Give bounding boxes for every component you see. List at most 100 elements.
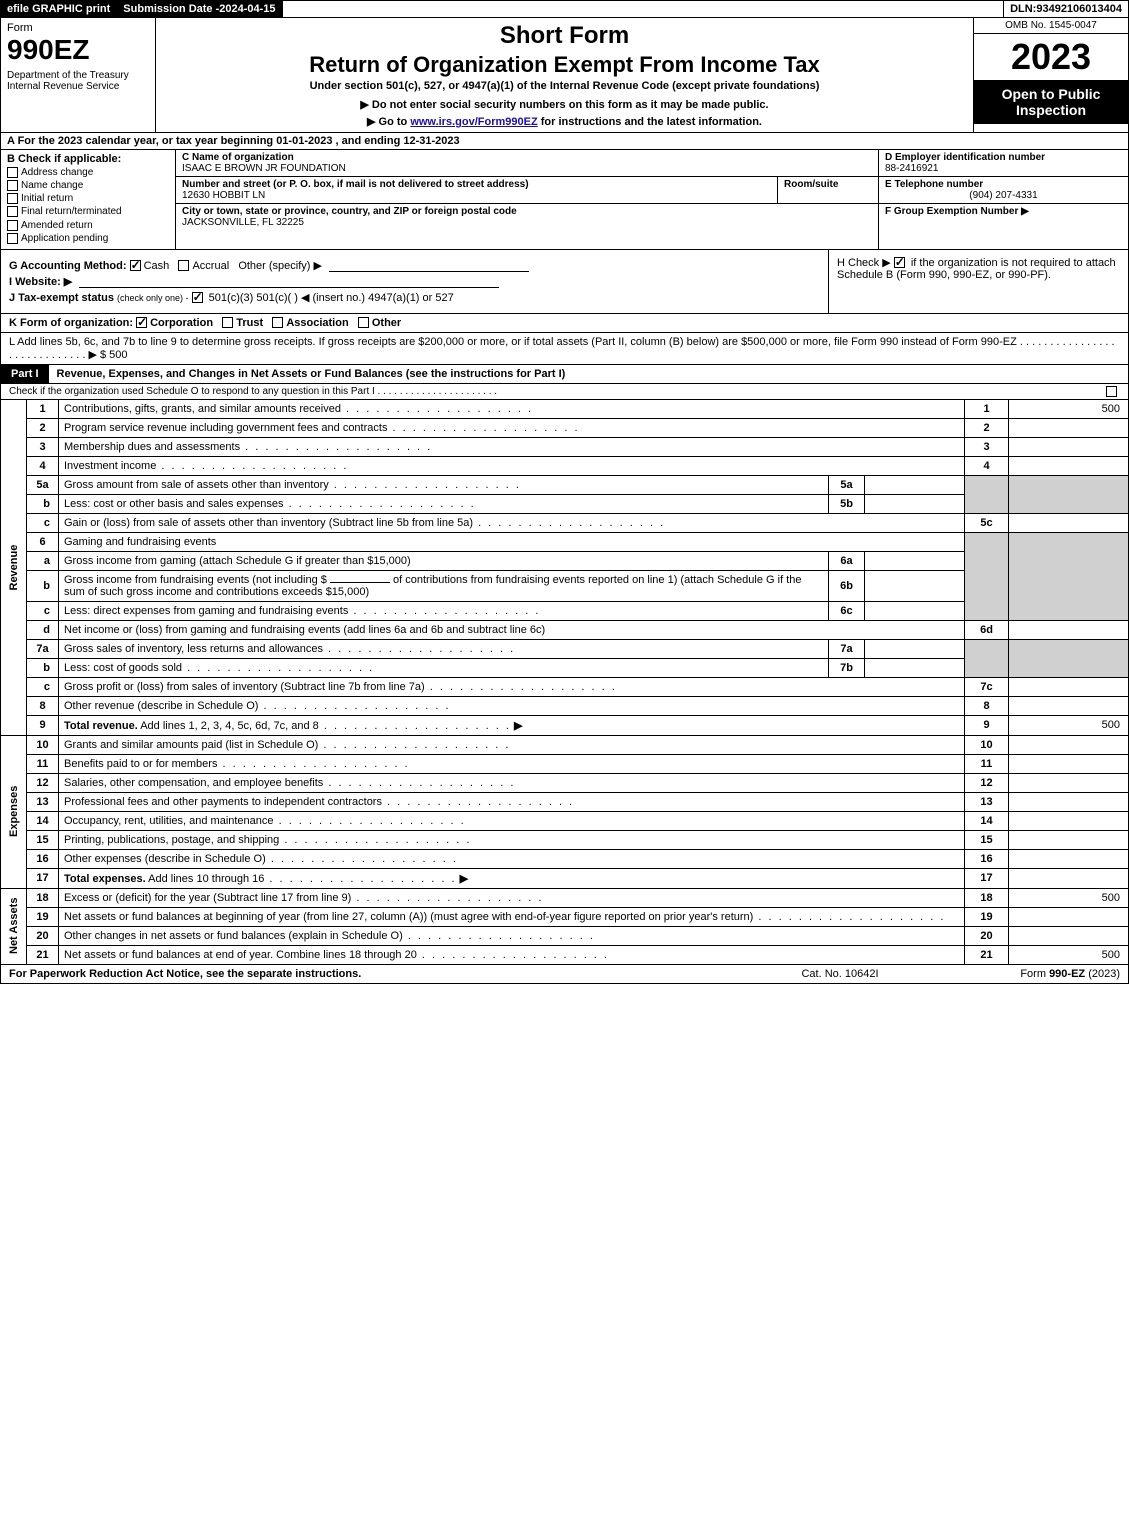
r13-rval (1009, 792, 1129, 811)
group-exemption-cell: F Group Exemption Number ▶ (879, 204, 1128, 219)
r6d-desc: Net income or (loss) from gaming and fun… (59, 620, 965, 639)
r5b-box-lbl: 5b (829, 494, 865, 513)
r16-desc: Other expenses (describe in Schedule O) (59, 849, 965, 868)
form-header: Form 990EZ Department of the Treasury In… (0, 18, 1129, 133)
chk-accrual[interactable] (178, 260, 189, 271)
chk-final-return[interactable]: Final return/terminated (7, 206, 169, 217)
city-value: JACKSONVILLE, FL 32225 (182, 217, 872, 228)
r7b-desc: Less: cost of goods sold (59, 658, 829, 677)
row-7a: 7a Gross sales of inventory, less return… (1, 639, 1129, 658)
r9-rnum: 9 (965, 715, 1009, 735)
phone-value: (904) 207-4331 (885, 190, 1122, 201)
side-expenses: Expenses (1, 735, 27, 888)
r6-rval-shade (1009, 532, 1129, 620)
irs-link[interactable]: www.irs.gov/Form990EZ (410, 116, 537, 128)
r15-rval (1009, 830, 1129, 849)
r3-num: 3 (27, 437, 59, 456)
j-opts: 501(c)(3) 501(c)( ) ◀ (insert no.) 4947(… (209, 292, 454, 304)
row-20: 20 Other changes in net assets or fund b… (1, 926, 1129, 945)
r7c-desc: Gross profit or (loss) from sales of inv… (59, 677, 965, 696)
r8-desc: Other revenue (describe in Schedule O) (59, 696, 965, 715)
submission-date-cell: Submission Date - 2024-04-15 (117, 1, 282, 17)
r13-desc: Professional fees and other payments to … (59, 792, 965, 811)
r7a-box-lbl: 7a (829, 639, 865, 658)
chk-corporation[interactable] (136, 317, 147, 328)
return-title: Return of Organization Exempt From Incom… (164, 52, 965, 78)
chk-501c3[interactable] (192, 292, 203, 303)
r11-num: 11 (27, 754, 59, 773)
footer-left: For Paperwork Reduction Act Notice, see … (9, 968, 740, 980)
side-revenue: Revenue (1, 400, 27, 736)
row-5c: c Gain or (loss) from sale of assets oth… (1, 513, 1129, 532)
r6b-box-val (865, 570, 965, 601)
line-j: J Tax-exempt status (check only one) - 5… (9, 291, 820, 304)
r19-rval (1009, 907, 1129, 926)
r6a-desc: Gross income from gaming (attach Schedul… (59, 551, 829, 570)
chk-trust[interactable] (222, 317, 233, 328)
efile-label: efile GRAPHIC print (1, 1, 117, 17)
r6b-fill (330, 582, 390, 583)
chk-schedule-b[interactable] (894, 257, 905, 268)
chk-schedule-o-part1[interactable] (1106, 386, 1117, 397)
r5c-rval (1009, 513, 1129, 532)
chk-other-org[interactable] (358, 317, 369, 328)
row-13: 13 Professional fees and other payments … (1, 792, 1129, 811)
r17-num: 17 (27, 868, 59, 888)
r6-num: 6 (27, 532, 59, 551)
r6b-box-lbl: 6b (829, 570, 865, 601)
r6a-box-val (865, 551, 965, 570)
r15-num: 15 (27, 830, 59, 849)
r5c-rnum: 5c (965, 513, 1009, 532)
r4-rnum: 4 (965, 456, 1009, 475)
chk-name-change[interactable]: Name change (7, 180, 169, 191)
r8-rnum: 8 (965, 696, 1009, 715)
r18-desc: Excess or (deficit) for the year (Subtra… (59, 888, 965, 907)
chk-initial-return[interactable]: Initial return (7, 193, 169, 204)
chk-address-change[interactable]: Address change (7, 167, 169, 178)
k-corp: Corporation (150, 317, 213, 329)
row-21: 21 Net assets or fund balances at end of… (1, 945, 1129, 964)
top-bar: efile GRAPHIC print Submission Date - 20… (0, 0, 1129, 18)
side-netassets: Net Assets (1, 888, 27, 964)
r6c-num: c (27, 601, 59, 620)
row-12: 12 Salaries, other compensation, and emp… (1, 773, 1129, 792)
ghij-band: G Accounting Method: Cash Accrual Other … (0, 250, 1129, 314)
section-b-header: B Check if applicable: (7, 153, 169, 165)
row-7b: b Less: cost of goods sold 7b (1, 658, 1129, 677)
r1-rnum: 1 (965, 400, 1009, 419)
r7c-rnum: 7c (965, 677, 1009, 696)
r8-rval (1009, 696, 1129, 715)
r5c-num: c (27, 513, 59, 532)
gij-left: G Accounting Method: Cash Accrual Other … (1, 250, 828, 313)
omb-number: OMB No. 1545-0047 (974, 18, 1128, 34)
r4-num: 4 (27, 456, 59, 475)
r1-desc: Contributions, gifts, grants, and simila… (59, 400, 965, 419)
r5a-rval-shade (1009, 475, 1129, 513)
line-g: G Accounting Method: Cash Accrual Other … (9, 259, 820, 272)
r19-desc: Net assets or fund balances at beginning… (59, 907, 965, 926)
row-10: Expenses 10 Grants and similar amounts p… (1, 735, 1129, 754)
part-1-subtext: Check if the organization used Schedule … (0, 384, 1129, 400)
r5a-desc: Gross amount from sale of assets other t… (59, 475, 829, 494)
r4-rval (1009, 456, 1129, 475)
dln-cell: DLN: 93492106013404 (1003, 1, 1128, 17)
r16-rnum: 16 (965, 849, 1009, 868)
r13-num: 13 (27, 792, 59, 811)
row-18: Net Assets 18 Excess or (deficit) for th… (1, 888, 1129, 907)
r9-rval: 500 (1009, 715, 1129, 735)
r20-rnum: 20 (965, 926, 1009, 945)
chk-cash[interactable] (130, 260, 141, 271)
chk-application-pending[interactable]: Application pending (7, 233, 169, 244)
chk-association[interactable] (272, 317, 283, 328)
g-cash: Cash (144, 260, 170, 272)
chk-amended-return[interactable]: Amended return (7, 220, 169, 231)
r17-rnum: 17 (965, 868, 1009, 888)
k-text: K Form of organization: (9, 317, 136, 329)
org-name-cell: C Name of organization ISAAC E BROWN JR … (176, 150, 878, 176)
r12-rnum: 12 (965, 773, 1009, 792)
r3-desc: Membership dues and assessments (59, 437, 965, 456)
r7b-num: b (27, 658, 59, 677)
r6b-desc: Gross income from fundraising events (no… (59, 570, 829, 601)
row-8: 8 Other revenue (describe in Schedule O)… (1, 696, 1129, 715)
r6d-rval (1009, 620, 1129, 639)
